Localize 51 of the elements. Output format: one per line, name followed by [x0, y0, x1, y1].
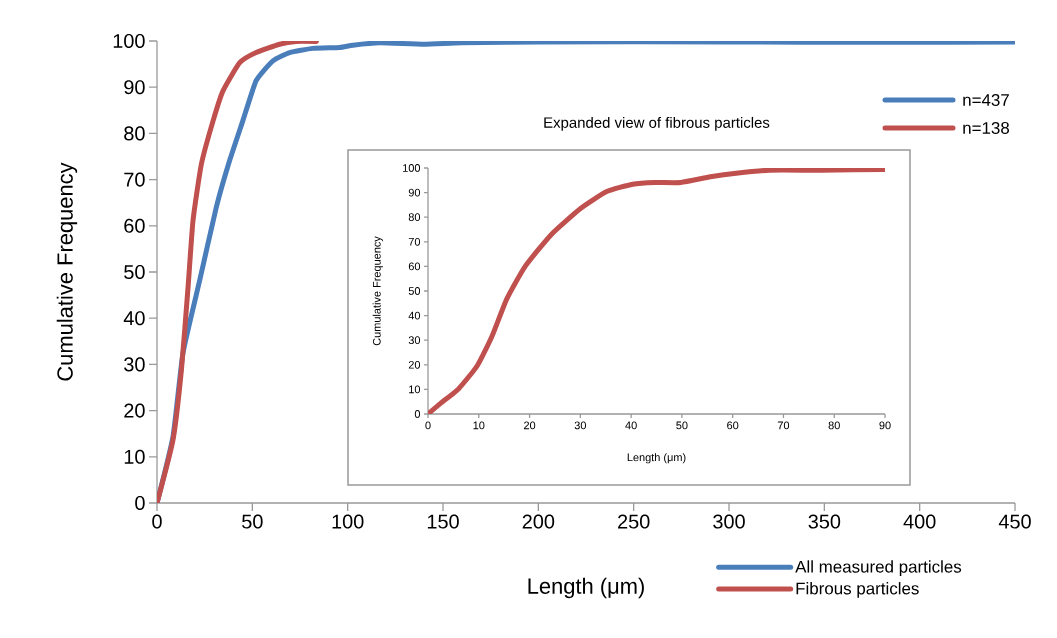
x-tick-label: 0: [152, 514, 162, 529]
x-tick-label: 10: [473, 421, 485, 430]
x-tick-label: 450: [998, 514, 1031, 529]
chart-title: Expanded view of fibrous particles: [544, 116, 770, 131]
x-tick-label: 100: [332, 514, 364, 529]
x-tick-label: 20: [524, 421, 536, 430]
y-tick-label: 90: [124, 80, 145, 95]
y-tick-label: 100: [113, 33, 145, 49]
y-tick-label: 10: [124, 449, 145, 464]
x-tick-label: 200: [522, 514, 555, 529]
x-tick-label: 250: [618, 514, 650, 529]
legend-label: All measured particles: [795, 560, 962, 577]
x-tick-label: 300: [713, 514, 745, 529]
x-axis-title: Length (μm): [528, 577, 644, 599]
y-tick-label: 60: [124, 218, 145, 233]
x-axis-title: Length (μm): [627, 453, 686, 464]
y-axis-title: Cumulative Frequency: [56, 162, 78, 381]
y-tick-label: 30: [408, 336, 421, 345]
x-tick-label: 40: [625, 421, 637, 430]
y-tick-label: 10: [409, 385, 421, 394]
y-tick-label: 90: [408, 188, 421, 197]
y-tick-label: 0: [414, 410, 421, 418]
y-axis-title: Cumulative Frequency: [372, 236, 383, 346]
x-tick-label: 70: [777, 421, 790, 430]
y-tick-label: 60: [408, 262, 421, 271]
y-tick-label: 70: [124, 172, 145, 187]
y-tick-label: 50: [124, 264, 145, 280]
x-tick-label: 50: [242, 514, 263, 529]
y-tick-label: 20: [408, 360, 421, 369]
legend-label: Fibrous particles: [796, 582, 919, 598]
x-tick-label: 60: [727, 421, 739, 430]
y-tick-label: 80: [124, 126, 145, 141]
y-tick-label: 0: [135, 495, 145, 511]
y-tick-label: 50: [408, 287, 421, 295]
x-tick-label: 90: [879, 421, 891, 430]
x-tick-label: 30: [574, 421, 586, 430]
y-tick-label: 40: [123, 311, 145, 326]
y-tick-label: 30: [124, 357, 145, 372]
x-tick-label: 150: [427, 514, 459, 529]
annotation: n=437: [963, 93, 1009, 106]
x-tick-label: 50: [676, 421, 688, 430]
y-tick-label: 100: [403, 164, 421, 172]
x-tick-label: 80: [828, 421, 840, 430]
x-tick-label: 0: [425, 421, 431, 430]
x-tick-label: 350: [808, 514, 841, 529]
x-tick-label: 400: [903, 514, 936, 529]
y-tick-label: 40: [408, 311, 421, 320]
y-tick-label: 70: [408, 237, 421, 246]
annotation: n=138: [963, 121, 1010, 134]
y-tick-label: 80: [408, 213, 421, 222]
y-tick-label: 20: [124, 403, 145, 418]
